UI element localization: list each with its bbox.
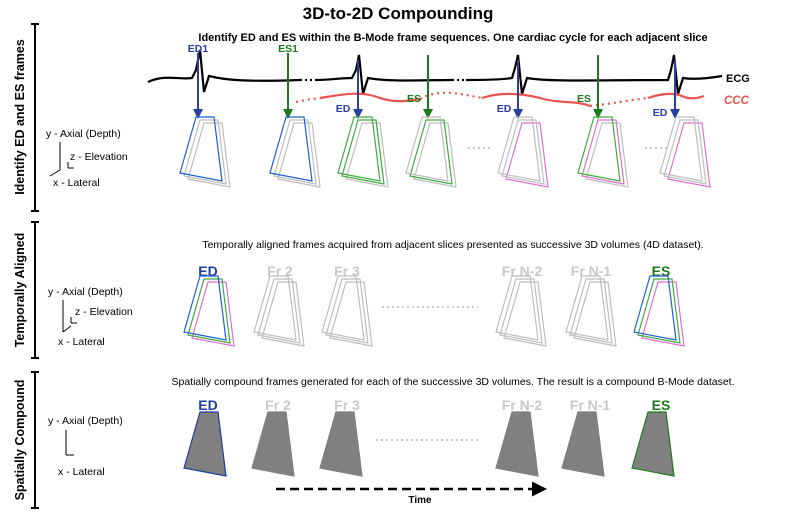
identify-stack-6-layer-3 xyxy=(577,116,621,182)
compound-frame-label-fr3: Fr 3 xyxy=(334,397,360,413)
description-aligned: Temporally aligned frames acquired from … xyxy=(202,239,703,251)
compound-frames xyxy=(183,411,675,477)
side-bracket-compound xyxy=(31,371,39,509)
page-title: 3D-to-2D Compounding xyxy=(303,4,494,23)
side-label-compound: Spatially Compound xyxy=(13,380,27,501)
axis-y-identify: y - Axial (Depth) xyxy=(46,128,121,140)
ecg-label: ECG xyxy=(726,73,750,85)
compound-frame-ed xyxy=(183,411,227,477)
axis-x-compound: x - Lateral xyxy=(58,466,105,478)
aligned-stack-es-layer-2 xyxy=(637,278,681,344)
identify-stack-6-layer-1 xyxy=(585,122,629,188)
compound-frame-fr2 xyxy=(251,411,295,477)
identify-stack-5-layer-1 xyxy=(505,122,549,188)
aligned-frame-label-ed: ED xyxy=(198,263,217,279)
identify-stack-5-layer-3 xyxy=(497,116,541,182)
aligned-stack-frn1-layer-2 xyxy=(569,278,613,344)
identify-stack-1-layer-2 xyxy=(183,119,227,185)
identify-stack-1-layer-3 xyxy=(179,116,223,182)
aligned-stack-fr2-layer-1 xyxy=(261,281,305,347)
time-label: Time xyxy=(408,495,432,506)
compound-frame-label-fr2: Fr 2 xyxy=(265,397,291,413)
aligned-stack-frn2-layer-3 xyxy=(495,275,539,341)
description-compound: Spatially compound frames generated for … xyxy=(171,376,734,388)
aligned-frame-label-es: ES xyxy=(652,263,671,279)
ed-label-3: ED xyxy=(653,107,668,119)
axis-y-aligned: y - Axial (Depth) xyxy=(48,286,123,298)
aligned-frame-label-frn2: Fr N-2 xyxy=(502,263,543,279)
identify-stack-7-layer-1 xyxy=(667,122,711,188)
compound-frame-label-frn1: Fr N-1 xyxy=(570,397,611,413)
aligned-frame-label-frn1: Fr N-1 xyxy=(571,263,612,279)
identify-stack-7-layer-2 xyxy=(663,119,707,185)
axis-z-identify: z - Elevation xyxy=(70,151,128,163)
compound-frame-fr3 xyxy=(319,411,363,477)
es1-label: ES1 xyxy=(278,43,298,55)
aligned-stack-es-layer-3 xyxy=(633,275,677,341)
side-bracket-identify xyxy=(31,23,39,212)
identify-stack-2-layer-2 xyxy=(273,119,317,185)
aligned-stack-fr2-layer-2 xyxy=(257,278,301,344)
identify-stack-3-layer-2 xyxy=(341,119,385,185)
compound-frame-frn2 xyxy=(495,411,539,477)
es-label-1: ES xyxy=(407,93,421,105)
axis-x-identify: x - Lateral xyxy=(53,177,100,189)
identify-stack-7-layer-3 xyxy=(659,116,703,182)
identify-stack-2-layer-3 xyxy=(269,116,313,182)
description-identify: Identify ED and ES within the B-Mode fra… xyxy=(198,32,707,44)
es-label-2: ES xyxy=(577,93,591,105)
aligned-stack-es-layer-1 xyxy=(641,281,685,347)
axis-z-aligned: z - Elevation xyxy=(75,306,133,318)
compound-frame-label-frn2: Fr N-2 xyxy=(502,397,543,413)
identify-frame-stacks xyxy=(179,116,711,188)
axes-legend-compound xyxy=(65,430,74,456)
ed-label-1: ED xyxy=(336,103,351,115)
aligned-stack-frn1-layer-3 xyxy=(565,275,609,341)
aligned-stack-fr3-layer-2 xyxy=(325,278,369,344)
aligned-frame-label-fr3: Fr 3 xyxy=(334,263,360,279)
aligned-frame-stacks xyxy=(183,275,685,347)
ed-label-2: ED xyxy=(497,103,512,115)
identify-stack-3-layer-3 xyxy=(337,116,381,182)
aligned-stack-fr2-layer-3 xyxy=(253,275,297,341)
identify-stack-6-layer-2 xyxy=(581,119,625,185)
identify-stack-5-layer-2 xyxy=(501,119,545,185)
aligned-stack-frn1-layer-1 xyxy=(573,281,617,347)
axes-legend-identify xyxy=(49,142,74,177)
side-bracket-aligned xyxy=(31,221,39,359)
identify-stack-4-layer-1 xyxy=(413,122,457,188)
aligned-stack-fr3-layer-3 xyxy=(321,275,365,341)
aligned-stack-ed-layer-3 xyxy=(183,275,227,341)
side-label-identify: Identify ED and ES frames xyxy=(13,39,27,195)
compound-frame-frn1 xyxy=(561,411,605,477)
aligned-stack-frn2-layer-1 xyxy=(503,281,547,347)
axis-x-aligned: x - Lateral xyxy=(58,336,105,348)
identify-stack-3-layer-1 xyxy=(345,122,389,188)
aligned-stack-ed-layer-2 xyxy=(187,278,231,344)
ccc-trace-dotted xyxy=(295,91,649,108)
ccc-trace xyxy=(319,92,705,108)
identify-stack-2-layer-1 xyxy=(277,122,321,188)
aligned-stack-ed-layer-1 xyxy=(191,281,235,347)
axes-legend-aligned xyxy=(62,300,77,333)
compound-frame-label-es: ES xyxy=(652,397,671,413)
identify-stack-4-layer-2 xyxy=(409,119,453,185)
ecg-trace xyxy=(147,49,723,95)
axis-y-compound: y - Axial (Depth) xyxy=(48,415,123,427)
ccc-label: CCC xyxy=(724,95,750,107)
identify-stack-4-layer-3 xyxy=(405,116,449,182)
identify-stack-1-layer-1 xyxy=(187,122,231,188)
side-label-aligned: Temporally Aligned xyxy=(13,233,27,348)
aligned-stack-fr3-layer-1 xyxy=(329,281,373,347)
compound-frame-es xyxy=(631,411,675,477)
compound-frame-label-ed: ED xyxy=(198,397,217,413)
aligned-stack-frn2-layer-2 xyxy=(499,278,543,344)
ed1-label: ED1 xyxy=(188,43,209,55)
aligned-frame-label-fr2: Fr 2 xyxy=(267,263,293,279)
